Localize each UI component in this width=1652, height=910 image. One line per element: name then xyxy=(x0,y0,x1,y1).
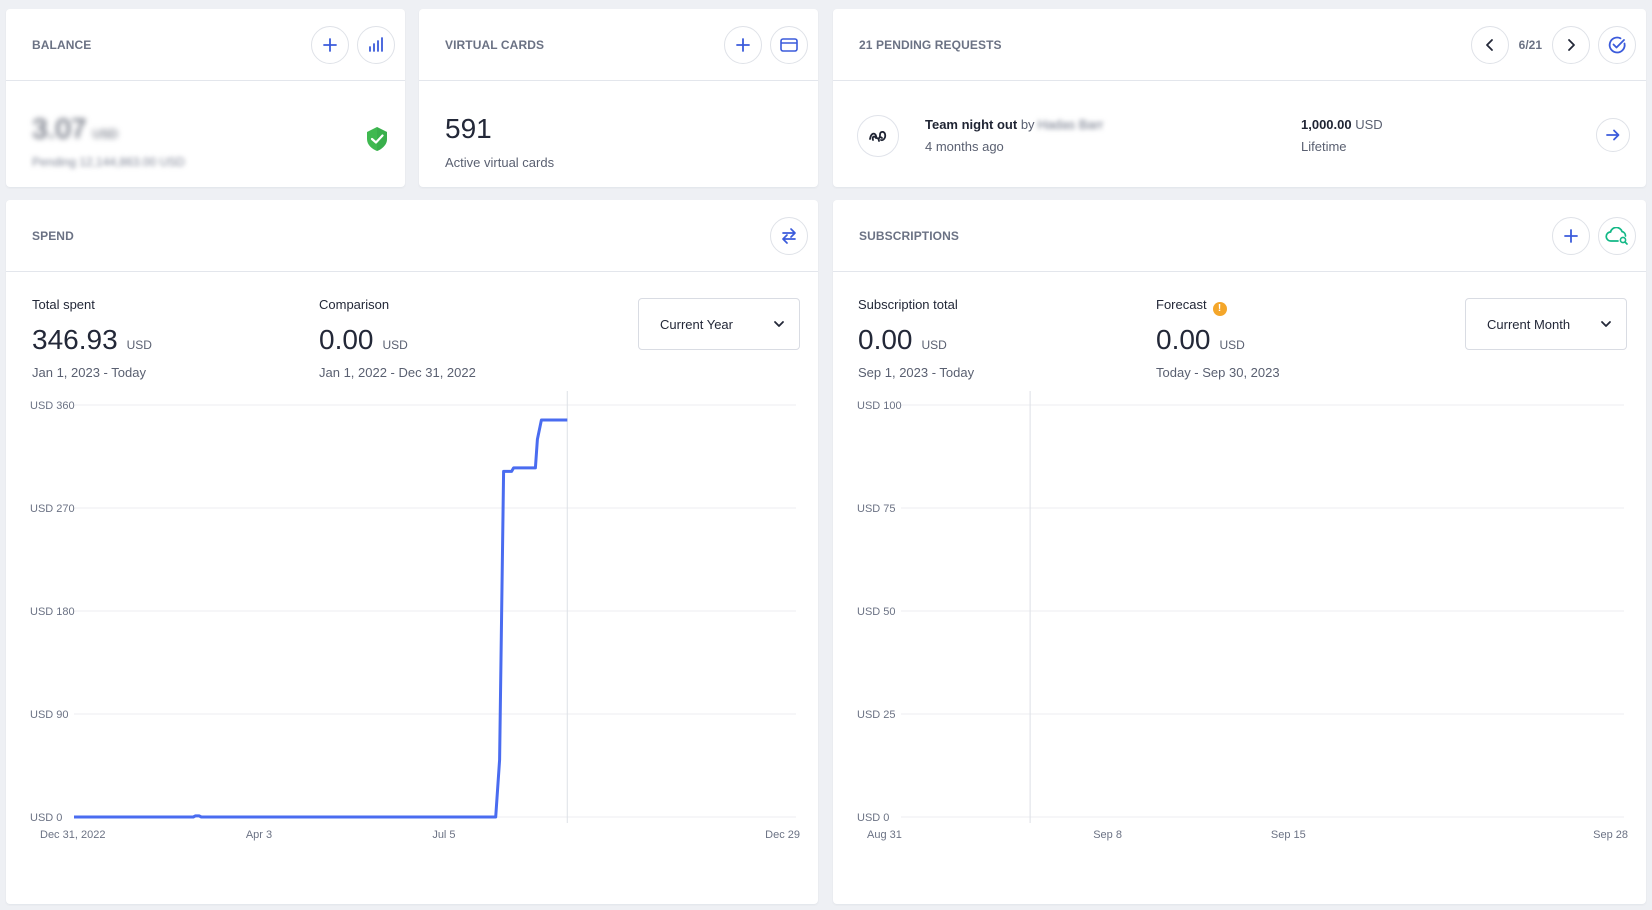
next-request-button[interactable] xyxy=(1552,25,1590,64)
request-merchant-avatar xyxy=(857,115,899,157)
approve-requests-button[interactable] xyxy=(1598,25,1636,64)
add-virtual-card-button[interactable] xyxy=(724,25,762,64)
balance-card: BALANCE 3.07 USD Pending 12,144,863.00 US… xyxy=(6,9,405,187)
subscriptions-period-value: Current Month xyxy=(1487,316,1571,332)
discover-subscriptions-button[interactable] xyxy=(1598,216,1636,255)
subscriptions-ytick-label: USD 50 xyxy=(857,606,896,618)
spend-ytick-label: USD 360 xyxy=(30,400,75,412)
add-subscription-button[interactable] xyxy=(1552,216,1590,255)
subscriptions-xtick-label: Sep 8 xyxy=(1093,829,1122,841)
pending-requests-title: 21 PENDING REQUESTS xyxy=(859,37,1002,52)
subscriptions-ytick-label: USD 100 xyxy=(857,400,902,412)
total-spent-label: Total spent xyxy=(32,297,95,312)
arrow-right-icon xyxy=(1606,129,1620,141)
total-spent-value: 346.93 USD xyxy=(32,324,152,355)
virtual-cards-title: VIRTUAL CARDS xyxy=(445,37,545,52)
request-title[interactable]: Team night out by Hadas Barr xyxy=(925,117,1104,132)
comparison-label: Comparison xyxy=(319,297,390,312)
request-amount: 1,000.00 USD xyxy=(1301,117,1383,132)
shield-check-icon xyxy=(367,127,387,151)
balance-stats-button[interactable] xyxy=(357,25,395,64)
balance-amount: 3.07 USD xyxy=(32,113,118,144)
spend-xtick-label: Dec 29 xyxy=(765,829,800,841)
balance-header: BALANCE xyxy=(6,9,405,81)
virtual-cards-card: VIRTUAL CARDS 591 Active virtual cards xyxy=(419,9,818,187)
plus-icon xyxy=(323,37,337,52)
subscriptions-xtick-label: Aug 31 xyxy=(867,829,902,841)
spend-header: SPEND xyxy=(6,200,818,272)
chevron-right-icon xyxy=(1568,38,1575,51)
request-period: Lifetime xyxy=(1301,139,1347,154)
subscriptions-header: SUBSCRIPTIONS xyxy=(833,200,1646,272)
spend-xtick-label: Dec 31, 2022 xyxy=(40,829,105,841)
forecast-value: 0.00 USD xyxy=(1156,324,1245,355)
plus-icon xyxy=(1564,228,1578,243)
subscriptions-title: SUBSCRIPTIONS xyxy=(859,228,959,243)
spend-title: SPEND xyxy=(32,228,74,243)
warning-icon[interactable]: ! xyxy=(1212,302,1227,316)
view-cards-button[interactable] xyxy=(770,25,808,64)
credit-card-icon xyxy=(780,37,798,52)
forecast-label: Forecast! xyxy=(1156,297,1227,316)
total-spent-range: Jan 1, 2023 - Today xyxy=(32,365,146,380)
subscriptions-xtick-label: Sep 28 xyxy=(1593,829,1628,841)
spend-ytick-label: USD 90 xyxy=(30,709,69,721)
comparison-range: Jan 1, 2022 - Dec 31, 2022 xyxy=(319,365,476,380)
spend-period-value: Current Year xyxy=(660,316,733,332)
spend-xtick-label: Jul 5 xyxy=(432,829,455,841)
previous-request-button[interactable] xyxy=(1470,25,1509,64)
subscriptions-ytick-label: USD 25 xyxy=(857,709,896,721)
virtual-cards-header: VIRTUAL CARDS xyxy=(419,9,818,81)
spend-ytick-label: USD 0 xyxy=(30,812,62,824)
check-circle-icon xyxy=(1608,36,1626,53)
spend-period-select[interactable]: Current Year xyxy=(638,298,800,350)
subscriptions-ytick-label: USD 0 xyxy=(857,812,889,824)
subscriptions-card: SUBSCRIPTIONS Subscription total 0.00 USD… xyxy=(833,200,1646,904)
spend-card: SPEND Total spent 346.93 USD Jan 1, 2023 … xyxy=(6,200,818,904)
spend-ytick-label: USD 180 xyxy=(30,606,75,618)
comparison-value: 0.00 USD xyxy=(319,324,408,355)
chevron-left-icon xyxy=(1485,38,1493,51)
spend-xtick-label: Apr 3 xyxy=(246,829,272,841)
swap-arrows-icon xyxy=(782,227,796,244)
active-cards-count: 591 xyxy=(445,113,492,144)
chevron-down-icon xyxy=(1601,321,1611,327)
chevron-down-icon xyxy=(774,321,784,327)
pending-requests-header: 21 PENDING REQUESTS 6/21 xyxy=(833,9,1646,81)
subscriptions-ytick-label: USD 75 xyxy=(857,503,896,515)
spend-ytick-label: USD 270 xyxy=(30,503,75,515)
active-cards-label: Active virtual cards xyxy=(445,155,555,170)
add-balance-button[interactable] xyxy=(311,25,349,64)
spend-chart: USD 0 USD 90 USD 180 USD 270 USD 360 Dec 31, … xyxy=(30,391,800,841)
bar-chart-icon xyxy=(369,36,383,52)
merchant-logo-icon xyxy=(869,130,887,142)
pending-requests-card: 21 PENDING REQUESTS 6/21 Team night out … xyxy=(833,9,1646,187)
subscriptions-chart: USD 0 USD 25 USD 50 USD 75 USD 100 Aug 31 Sep … xyxy=(857,391,1628,841)
subscription-total-value: 0.00 USD xyxy=(858,324,947,355)
request-time: 4 months ago xyxy=(925,139,1004,154)
cloud-search-icon xyxy=(1605,226,1628,245)
balance-pending: Pending 12,144,863.00 USD xyxy=(32,155,185,169)
forecast-range: Today - Sep 30, 2023 xyxy=(1156,365,1280,380)
spend-series-line xyxy=(74,418,568,819)
balance-title: BALANCE xyxy=(32,37,92,52)
subscription-total-range: Sep 1, 2023 - Today xyxy=(858,365,975,380)
subscription-total-label: Subscription total xyxy=(858,297,958,312)
subscriptions-xtick-label: Sep 15 xyxy=(1271,829,1306,841)
plus-icon xyxy=(736,37,750,52)
request-pager: 6/21 xyxy=(1518,37,1542,52)
swap-comparison-button[interactable] xyxy=(770,216,808,255)
subscriptions-period-select[interactable]: Current Month xyxy=(1465,298,1627,350)
open-request-button[interactable] xyxy=(1596,118,1630,152)
